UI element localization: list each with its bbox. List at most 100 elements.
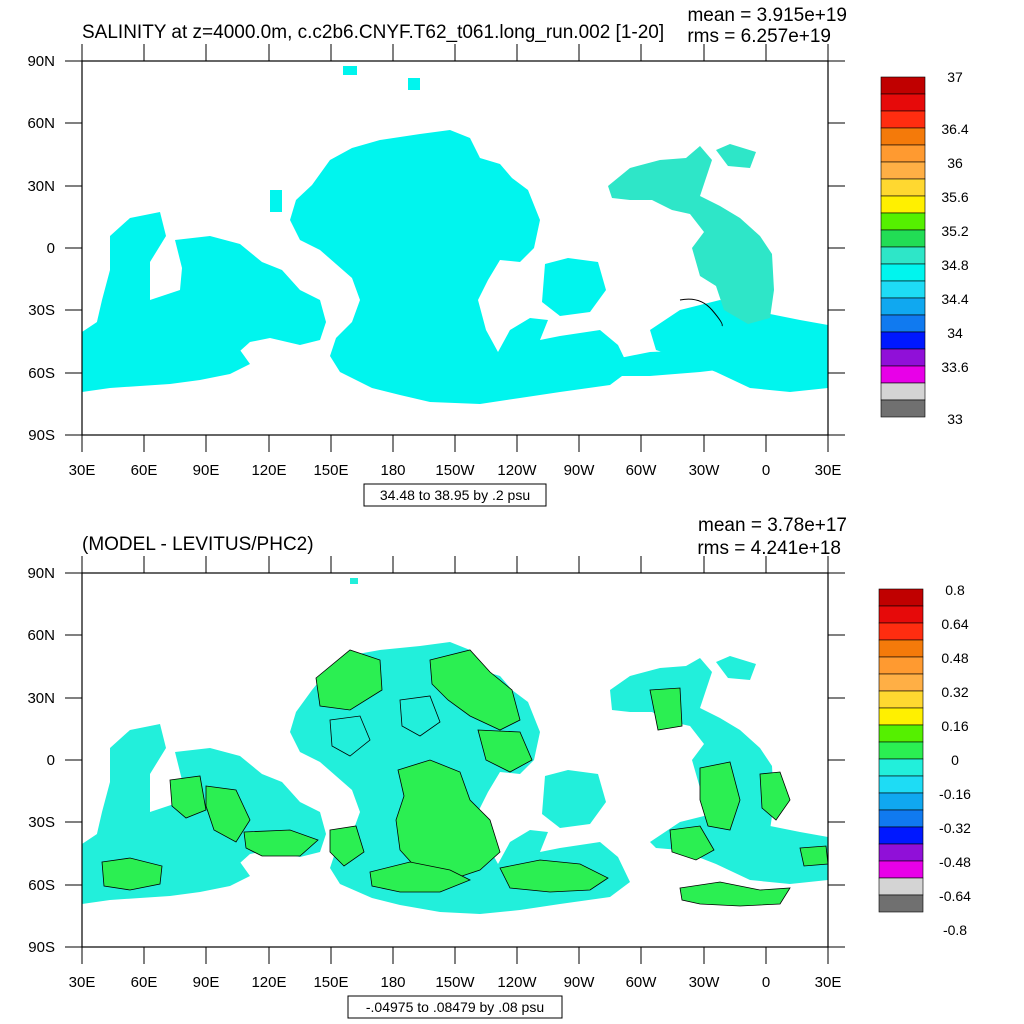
- panel-title: (MODEL - LEVITUS/PHC2): [82, 534, 314, 555]
- colorbar-label: 34.8: [941, 257, 968, 273]
- colorbar-swatch: [880, 144, 926, 163]
- colorbar-swatch: [880, 161, 926, 180]
- map-frame: [65, 556, 845, 964]
- ocean-salinity-field: [82, 66, 828, 404]
- colorbar: 0.8 0.64 0.48 0.32 0.16 0 -0.16 -0.32 -0…: [878, 582, 971, 938]
- colorbar-swatch: [878, 741, 924, 760]
- lat-label: 0: [47, 752, 55, 769]
- colorbar-swatch: [878, 724, 924, 743]
- colorbar-swatches: [878, 588, 924, 913]
- lon-label: 150E: [313, 462, 348, 479]
- colorbar-swatch: [878, 775, 924, 794]
- lat-label: 60S: [28, 877, 55, 894]
- lat-label: 90N: [27, 565, 55, 582]
- colorbar-swatch: [880, 212, 926, 231]
- lat-label: 30S: [28, 814, 55, 831]
- contour-info: -.04975 to .08479 by .08 psu: [366, 999, 544, 1015]
- lat-label: 90N: [27, 53, 55, 70]
- colorbar-swatch: [878, 690, 924, 709]
- mean-stat: mean = 3.915e+19: [687, 5, 847, 26]
- lon-label: 150E: [313, 974, 348, 991]
- colorbar-label: 37: [947, 69, 963, 85]
- panel-title: SALINITY at z=4000.0m, c.c2b6.CNYF.T62_t…: [82, 22, 664, 43]
- mean-stat: mean = 3.78e+17: [698, 515, 847, 536]
- colorbar-swatch: [878, 826, 924, 845]
- colorbar-swatch: [880, 246, 926, 265]
- lat-label: 0: [47, 240, 55, 257]
- contour-info: 34.48 to 38.95 by .2 psu: [380, 487, 530, 503]
- colorbar-swatch: [880, 365, 926, 384]
- lon-label: 30W: [689, 974, 721, 991]
- salinity-panel: SALINITY at z=4000.0m, c.c2b6.CNYF.T62_t…: [27, 5, 969, 507]
- lat-label: 90S: [28, 427, 55, 444]
- lon-label: 60W: [626, 462, 658, 479]
- colorbar-label: 0.16: [941, 718, 968, 734]
- colorbar-swatch: [880, 314, 926, 333]
- colorbar-label: -0.32: [939, 820, 971, 836]
- lon-label: 60W: [626, 974, 658, 991]
- colorbar-swatch: [880, 127, 926, 146]
- lon-label: 120E: [251, 462, 286, 479]
- colorbar-swatch: [878, 894, 924, 913]
- lon-label: 150W: [435, 462, 475, 479]
- colorbar-label: 0.48: [941, 650, 968, 666]
- colorbar-label: 35.2: [941, 223, 968, 239]
- lat-label: 30N: [27, 690, 55, 707]
- colorbar-swatch: [878, 877, 924, 896]
- lon-label: 150W: [435, 974, 475, 991]
- colorbar-swatch: [880, 110, 926, 129]
- difference-panel: (MODEL - LEVITUS/PHC2) mean = 3.78e+17 r…: [27, 515, 971, 1019]
- lon-label: 30E: [815, 974, 842, 991]
- colorbar-swatch: [878, 707, 924, 726]
- colorbar-swatch: [878, 639, 924, 658]
- colorbar-label: -0.16: [939, 786, 971, 802]
- colorbar-swatch: [878, 758, 924, 777]
- colorbar-label: 33.6: [941, 359, 968, 375]
- lat-label: 30N: [27, 178, 55, 195]
- colorbar-label: 36.4: [941, 121, 968, 137]
- colorbar-label: 36: [947, 155, 963, 171]
- colorbar-swatch: [880, 178, 926, 197]
- lon-label: 180: [380, 974, 405, 991]
- colorbar-label: 34.4: [941, 291, 968, 307]
- colorbar: 37 36.4 36 35.6 35.2 34.8 34.4 34 33.6 3…: [880, 69, 969, 427]
- colorbar-swatch: [880, 280, 926, 299]
- colorbar-swatch: [878, 605, 924, 624]
- colorbar-swatch: [880, 76, 926, 95]
- colorbar-label: 0.64: [941, 616, 968, 632]
- colorbar-swatch: [880, 399, 926, 418]
- colorbar-swatch: [880, 195, 926, 214]
- lon-label: 90E: [193, 974, 220, 991]
- colorbar-label: -0.48: [939, 854, 971, 870]
- lon-label: 90E: [193, 462, 220, 479]
- colorbar-label: 0.8: [945, 582, 965, 598]
- map-frame: [65, 44, 845, 452]
- colorbar-swatch: [880, 348, 926, 367]
- lon-label: 30E: [69, 974, 96, 991]
- colorbar-swatch: [880, 297, 926, 316]
- colorbar-swatch: [880, 229, 926, 248]
- colorbar-label: 0: [951, 752, 959, 768]
- colorbar-swatch: [878, 792, 924, 811]
- lat-label: 30S: [28, 302, 55, 319]
- lon-label: 30W: [689, 462, 721, 479]
- lon-label: 180: [380, 462, 405, 479]
- colorbar-swatch: [878, 622, 924, 641]
- colorbar-swatch: [880, 93, 926, 112]
- colorbar-swatch: [880, 331, 926, 350]
- colorbar-swatch: [878, 673, 924, 692]
- lon-label: 30E: [815, 462, 842, 479]
- lon-label: 60E: [131, 462, 158, 479]
- lon-label: 0: [762, 974, 770, 991]
- contour-info-box: [363, 483, 547, 507]
- colorbar-label: 33: [947, 411, 963, 427]
- lon-label: 60E: [131, 974, 158, 991]
- colorbar-label: -0.64: [939, 888, 971, 904]
- colorbar-label: -0.8: [943, 922, 967, 938]
- colorbar-swatch: [878, 809, 924, 828]
- colorbar-label: 35.6: [941, 189, 968, 205]
- colorbar-swatch: [880, 263, 926, 282]
- colorbar-swatch: [880, 382, 926, 401]
- colorbar-swatch: [878, 588, 924, 607]
